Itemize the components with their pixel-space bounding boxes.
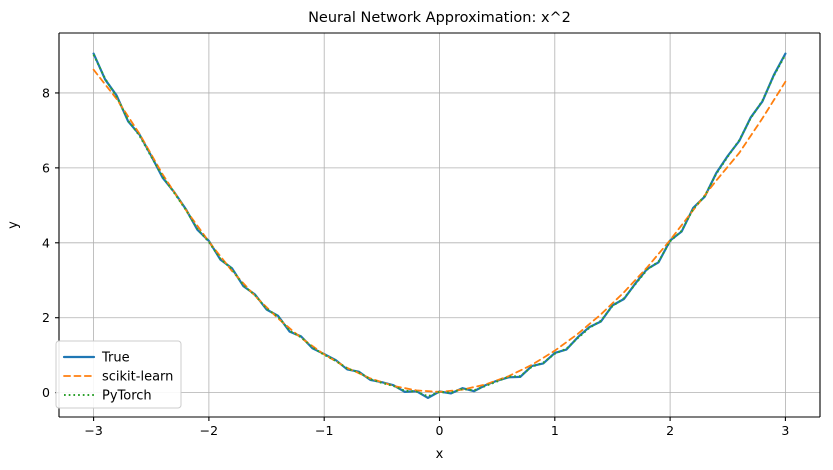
data-series-group: [92, 52, 787, 399]
x-axis-label: x: [436, 447, 444, 462]
y-tick-label: 0: [42, 385, 50, 400]
legend-label-pytorch: PyTorch: [102, 389, 152, 404]
y-tick-label: 8: [42, 85, 50, 100]
x-tick-label: 1: [551, 423, 559, 438]
x-tick-label: −2: [200, 423, 218, 438]
x-tick-label: −3: [84, 423, 102, 438]
legend-label-scikit-learn: scikit-learn: [102, 370, 173, 385]
y-tick-label: 2: [42, 310, 50, 325]
x-tick-labels: −3 −2 −1 0 1 2 3: [84, 423, 789, 438]
series-line-pytorch: [92, 54, 787, 398]
y-tick-labels: 0 2 4 6 8: [42, 85, 50, 400]
x-tick-label: 3: [781, 423, 789, 438]
x-tick-label: 0: [436, 423, 444, 438]
legend-label-true: True: [101, 351, 130, 366]
legend[interactable]: True scikit-learn PyTorch: [55, 340, 182, 409]
x-tick-label: 2: [666, 423, 674, 438]
y-tick-label: 4: [42, 235, 50, 250]
x-tick-label: −1: [315, 423, 333, 438]
chart-title: Neural Network Approximation: x^2: [308, 10, 571, 26]
y-tick-label: 6: [42, 160, 50, 175]
y-axis-label: y: [6, 221, 21, 229]
tick-marks: [55, 92, 786, 421]
